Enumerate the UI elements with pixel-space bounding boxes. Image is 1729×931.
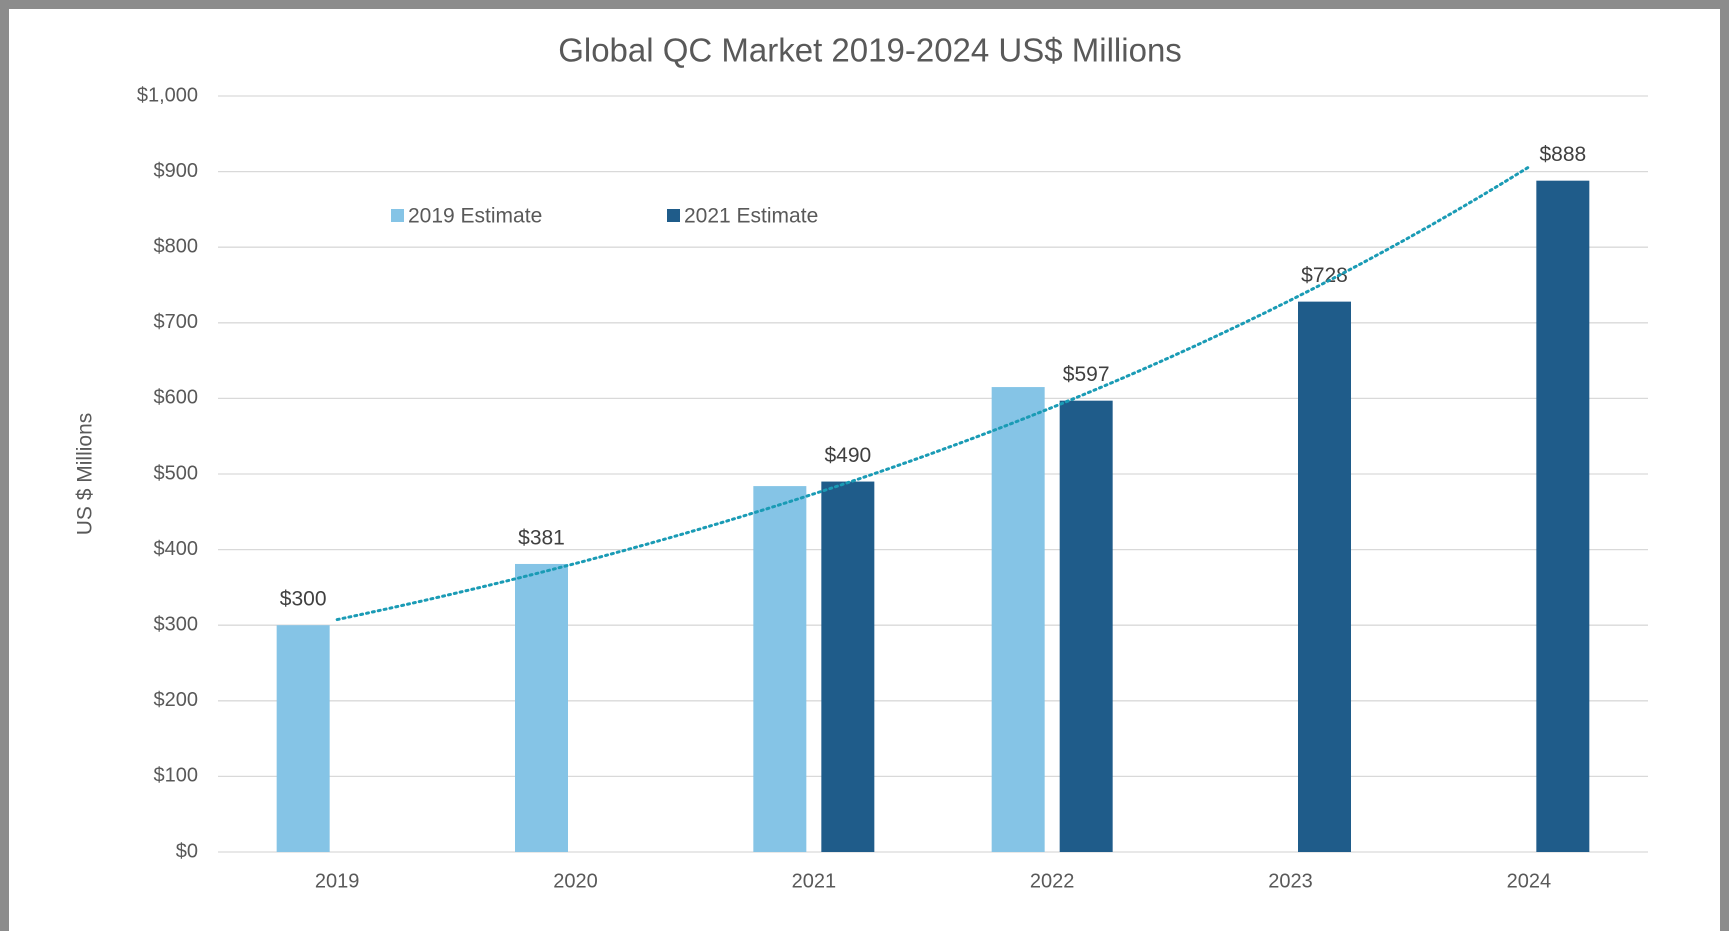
trendline bbox=[335, 165, 1531, 622]
legend-label: 2021 Estimate bbox=[684, 205, 818, 228]
bar bbox=[991, 387, 1045, 852]
data-label: $300 bbox=[280, 588, 327, 611]
bar bbox=[1536, 180, 1590, 852]
data-label: $381 bbox=[518, 527, 565, 550]
bar bbox=[753, 486, 807, 852]
x-tick-label: 2024 bbox=[1507, 870, 1552, 892]
legend-label: 2019 Estimate bbox=[408, 205, 542, 228]
y-tick-label: $0 bbox=[176, 840, 198, 862]
legend-swatch bbox=[667, 209, 680, 222]
y-tick-label: $1,000 bbox=[137, 84, 198, 106]
chart-title: Global QC Market 2019-2024 US$ Millions bbox=[558, 32, 1182, 69]
data-label: $597 bbox=[1063, 363, 1110, 386]
y-tick-label: $600 bbox=[154, 387, 199, 409]
data-label: $888 bbox=[1539, 143, 1586, 166]
x-tick-label: 2021 bbox=[792, 870, 837, 892]
bar bbox=[515, 563, 568, 852]
x-tick-label: 2022 bbox=[1030, 870, 1075, 892]
y-tick-label: $800 bbox=[154, 235, 199, 257]
x-tick-label: 2023 bbox=[1268, 870, 1313, 892]
y-tick-label: $700 bbox=[154, 311, 199, 333]
bar bbox=[1059, 400, 1113, 852]
bar bbox=[1298, 301, 1351, 853]
bar bbox=[821, 481, 875, 852]
y-tick-label: $400 bbox=[154, 538, 199, 560]
x-tick-label: 2020 bbox=[553, 870, 598, 892]
data-label: $490 bbox=[824, 444, 871, 467]
x-tick-label: 2019 bbox=[315, 870, 360, 892]
y-tick-label: $900 bbox=[154, 160, 199, 182]
data-label: $728 bbox=[1301, 264, 1348, 287]
y-tick-label: $500 bbox=[154, 462, 199, 484]
y-tick-label: $100 bbox=[154, 765, 199, 787]
legend-swatch bbox=[391, 209, 404, 222]
bar bbox=[276, 625, 330, 852]
y-axis-label: US $ Millions bbox=[74, 413, 97, 536]
y-tick-label: $200 bbox=[154, 689, 199, 711]
y-tick-label: $300 bbox=[154, 613, 199, 635]
